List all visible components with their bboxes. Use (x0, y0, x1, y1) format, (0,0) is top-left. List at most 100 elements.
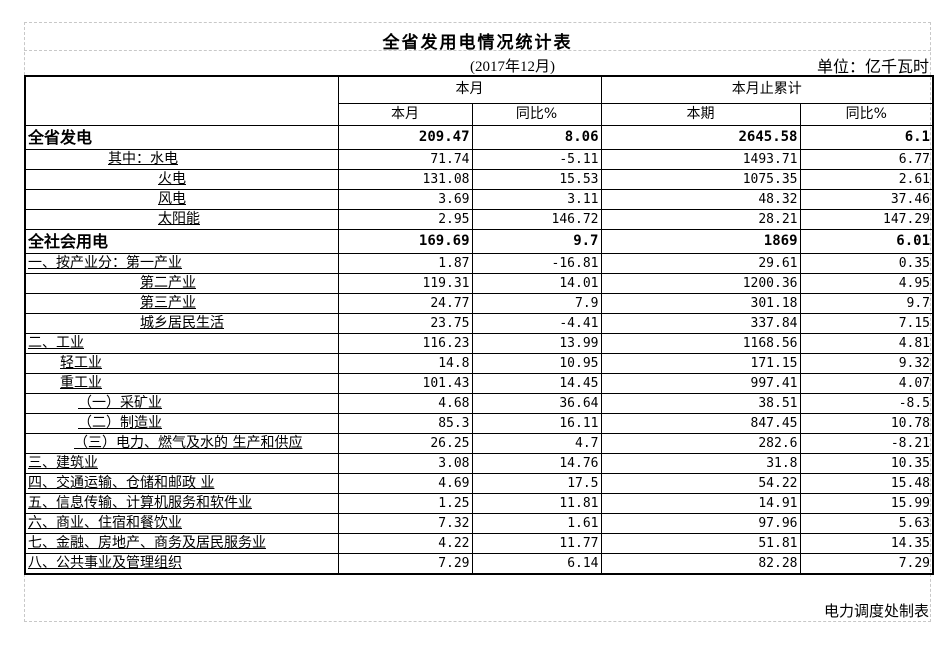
period-value-cell: 29.61 (600, 253, 801, 274)
header-month-yoy: 同比% (471, 102, 602, 127)
period-yoy-cell: 0.35 (799, 253, 934, 274)
period-value-cell: 82.28 (600, 553, 801, 575)
period-value-cell: 38.51 (600, 393, 801, 414)
month-yoy-cell: -4.41 (471, 313, 602, 334)
period-yoy-cell: 147.29 (799, 209, 934, 230)
period-yoy-cell: 9.32 (799, 353, 934, 374)
month-yoy-cell: -5.11 (471, 149, 602, 170)
month-yoy-cell: 7.9 (471, 293, 602, 314)
month-yoy-cell: 11.77 (471, 533, 602, 554)
table-row: 六、商业、住宿和餐饮业 7.32 1.61 97.96 5.63 (24, 513, 934, 534)
period-value-cell: 1168.56 (600, 333, 801, 354)
row-label: 全社会用电 (24, 229, 339, 254)
month-value-cell: 71.74 (337, 149, 473, 170)
period-yoy-cell: 37.46 (799, 189, 934, 210)
row-label: 八、公共事业及管理组织 (24, 553, 339, 575)
row-label: 重工业 (24, 373, 339, 394)
table-row: 风电 3.69 3.11 48.32 37.46 (24, 189, 934, 210)
month-value-cell: 4.69 (337, 473, 473, 494)
period-value-cell: 997.41 (600, 373, 801, 394)
month-value-cell: 119.31 (337, 273, 473, 294)
row-label: （二）制造业 (24, 413, 339, 434)
table-row: 太阳能 2.95 146.72 28.21 147.29 (24, 209, 934, 230)
period-yoy-cell: 6.77 (799, 149, 934, 170)
period-value-cell: 1075.35 (600, 169, 801, 190)
period-yoy-cell: 15.99 (799, 493, 934, 514)
period-yoy-cell: 7.29 (799, 553, 934, 575)
unit-label: 单位：亿千瓦时 (816, 57, 929, 76)
month-yoy-cell: 13.99 (471, 333, 602, 354)
period-yoy-cell: 4.07 (799, 373, 934, 394)
period-yoy-cell: 10.35 (799, 453, 934, 474)
month-value-cell: 23.75 (337, 313, 473, 334)
row-label: 三、建筑业 (24, 453, 339, 474)
period-value-cell: 1869 (600, 229, 801, 254)
period-yoy-cell: -8.21 (799, 433, 934, 454)
row-label: 第三产业 (24, 293, 339, 314)
table-row: 重工业 101.43 14.45 997.41 4.07 (24, 373, 934, 394)
period-value-cell: 337.84 (600, 313, 801, 334)
row-label: 二、工业 (24, 333, 339, 354)
month-value-cell: 3.69 (337, 189, 473, 210)
period-yoy-cell: 2.61 (799, 169, 934, 190)
row-label: 全省发电 (24, 125, 339, 150)
month-value-cell: 2.95 (337, 209, 473, 230)
table-row: 三、建筑业 3.08 14.76 31.8 10.35 (24, 453, 934, 474)
table-row: （一）采矿业 4.68 36.64 38.51 -8.5 (24, 393, 934, 414)
period-yoy-cell: 10.78 (799, 413, 934, 434)
period-value-cell: 282.6 (600, 433, 801, 454)
period-yoy-cell: 14.35 (799, 533, 934, 554)
month-yoy-cell: 10.95 (471, 353, 602, 374)
period-value-cell: 48.32 (600, 189, 801, 210)
month-yoy-cell: 3.11 (471, 189, 602, 210)
month-value-cell: 85.3 (337, 413, 473, 434)
row-label: 五、信息传输、计算机服务和软件业 (24, 493, 339, 514)
header-blank (24, 75, 339, 126)
month-yoy-cell: 14.01 (471, 273, 602, 294)
period-value-cell: 2645.58 (600, 125, 801, 150)
table-row: 二、工业 116.23 13.99 1168.56 4.81 (24, 333, 934, 354)
month-value-cell: 4.68 (337, 393, 473, 414)
table-body: 全省发电 209.47 8.06 2645.58 6.1 其中：水电 71.74 -5.11 1… (24, 125, 934, 575)
month-yoy-cell: -16.81 (471, 253, 602, 274)
row-label: 一、按产业分：第一产业 (24, 253, 339, 274)
row-label: 其中：水电 (24, 149, 339, 170)
period-value-cell: 28.21 (600, 209, 801, 230)
table-row: 全社会用电 169.69 9.7 1869 6.01 (24, 229, 934, 254)
divider (24, 50, 931, 51)
month-yoy-cell: 1.61 (471, 513, 602, 534)
table-row: 第三产业 24.77 7.9 301.18 9.7 (24, 293, 934, 314)
month-value-cell: 116.23 (337, 333, 473, 354)
header-period-value: 本期 (600, 102, 801, 127)
period-yoy-cell: 6.1 (799, 125, 934, 150)
table-row: 五、信息传输、计算机服务和软件业 1.25 11.81 14.91 15.99 (24, 493, 934, 514)
row-label: （一）采矿业 (24, 393, 339, 414)
header-this-month: 本月 (337, 75, 602, 104)
month-yoy-cell: 4.7 (471, 433, 602, 454)
month-value-cell: 4.22 (337, 533, 473, 554)
table-row: 轻工业 14.8 10.95 171.15 9.32 (24, 353, 934, 374)
row-label: 轻工业 (24, 353, 339, 374)
month-value-cell: 26.25 (337, 433, 473, 454)
page-title: 全省发用电情况统计表 (382, 33, 573, 53)
period-yoy-cell: 4.95 (799, 273, 934, 294)
month-value-cell: 131.08 (337, 169, 473, 190)
row-label: 风电 (24, 189, 339, 210)
period-yoy-cell: 4.81 (799, 333, 934, 354)
table-row: 四、交通运输、仓储和邮政 业 4.69 17.5 54.22 15.48 (24, 473, 934, 494)
period-value-cell: 54.22 (600, 473, 801, 494)
table-row: （二）制造业 85.3 16.11 847.45 10.78 (24, 413, 934, 434)
month-yoy-cell: 6.14 (471, 553, 602, 575)
statistics-table: 本月 本月止累计 本月 同比% 本期 同比% 全省发电 209.47 8.06 264… (24, 75, 934, 575)
month-yoy-cell: 17.5 (471, 473, 602, 494)
header-month-value: 本月 (337, 102, 473, 127)
month-value-cell: 209.47 (337, 125, 473, 150)
period-value-cell: 1493.71 (600, 149, 801, 170)
footer-note: 电力调度处制表 (823, 602, 929, 620)
table-row: 其中：水电 71.74 -5.11 1493.71 6.77 (24, 149, 934, 170)
month-value-cell: 169.69 (337, 229, 473, 254)
table-row: 城乡居民生活 23.75 -4.41 337.84 7.15 (24, 313, 934, 334)
row-label: 火电 (24, 169, 339, 190)
period-value-cell: 51.81 (600, 533, 801, 554)
period-value-cell: 1200.36 (600, 273, 801, 294)
